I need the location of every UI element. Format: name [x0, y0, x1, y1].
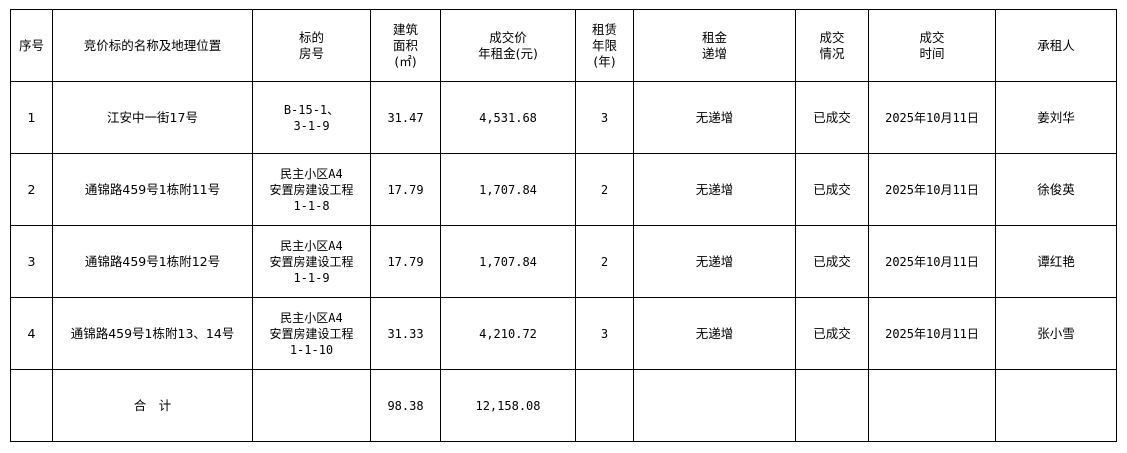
lease-results-table: 序号 竞价标的名称及地理位置 标的 房号 建筑 面积 (㎡) 成交价 年租金(元) 租赁 … [10, 9, 1117, 442]
table-cell: 通锦路459号1栋附11号 [52, 153, 253, 226]
column-header: 成交价 年租金(元) [440, 9, 576, 82]
table-cell: 民主小区A4 安置房建设工程 1-1-8 [252, 153, 371, 226]
table-cell: 17.79 [370, 153, 441, 226]
table-cell: 张小雪 [995, 297, 1117, 370]
table-cell: 民主小区A4 安置房建设工程 1-1-10 [252, 297, 371, 370]
table-row: 1 江安中一街17号 B-15-1、 3-1-9 31.47 4,531.68 3 无递增已… [10, 81, 1117, 154]
table-row: 3 通锦路459号1栋附12号 民主小区A4 安置房建设工程 1-1-9 17.79 1… [10, 225, 1117, 298]
column-header: 承租人 [995, 9, 1117, 82]
table-cell: 4 [10, 297, 53, 370]
column-header: 成交 时间 [868, 9, 996, 82]
table-cell: 姜刘华 [995, 81, 1117, 154]
total-area: 98.38 [370, 369, 441, 442]
empty-cell [633, 369, 796, 442]
table-cell: 无递增 [633, 225, 796, 298]
empty-cell [995, 369, 1117, 442]
table-cell: 已成交 [795, 153, 869, 226]
total-room-cell [252, 369, 371, 442]
total-rent: 12,158.08 [440, 369, 576, 442]
table-cell: 2 [575, 225, 634, 298]
table-cell: 江安中一街17号 [52, 81, 253, 154]
table-cell: 4,210.72 [440, 297, 576, 370]
table-cell: 1,707.84 [440, 225, 576, 298]
table-cell: 无递增 [633, 297, 796, 370]
empty-cell [795, 369, 869, 442]
table-cell: 4,531.68 [440, 81, 576, 154]
table-cell: 已成交 [795, 81, 869, 154]
table-row: 4 通锦路459号1栋附13、14号 民主小区A4 安置房建设工程 1-1-10 31… [10, 297, 1117, 370]
table-row: 2 通锦路459号1栋附11号 民主小区A4 安置房建设工程 1-1-8 17.79 1… [10, 153, 1117, 226]
table-cell: 17.79 [370, 225, 441, 298]
column-header: 标的 房号 [252, 9, 371, 82]
total-row: 合 计 98.38 12,158.08 [10, 369, 1117, 442]
total-index-cell [10, 369, 53, 442]
table-cell: 谭红艳 [995, 225, 1117, 298]
table-cell: 2025年10月11日 [868, 81, 996, 154]
table-cell: 2 [10, 153, 53, 226]
table-cell: 通锦路459号1栋附13、14号 [52, 297, 253, 370]
table-cell: 已成交 [795, 225, 869, 298]
table-cell: 3 [575, 81, 634, 154]
table-cell: 31.47 [370, 81, 441, 154]
column-header: 建筑 面积 (㎡) [370, 9, 441, 82]
table-cell: 31.33 [370, 297, 441, 370]
table-cell: 民主小区A4 安置房建设工程 1-1-9 [252, 225, 371, 298]
table-cell: 3 [575, 297, 634, 370]
empty-cell [575, 369, 634, 442]
table-cell: B-15-1、 3-1-9 [252, 81, 371, 154]
table-cell: 已成交 [795, 297, 869, 370]
column-header: 租金 递增 [633, 9, 796, 82]
table-cell: 1,707.84 [440, 153, 576, 226]
column-header: 成交 情况 [795, 9, 869, 82]
table-cell: 1 [10, 81, 53, 154]
table-cell: 无递增 [633, 81, 796, 154]
table-cell: 2025年10月11日 [868, 225, 996, 298]
table-cell: 2025年10月11日 [868, 297, 996, 370]
table-cell: 3 [10, 225, 53, 298]
empty-cell [868, 369, 996, 442]
table-cell: 2025年10月11日 [868, 153, 996, 226]
table-cell: 无递增 [633, 153, 796, 226]
table-cell: 2 [575, 153, 634, 226]
table-cell: 通锦路459号1栋附12号 [52, 225, 253, 298]
column-header: 租赁 年限 (年) [575, 9, 634, 82]
table-cell: 徐俊英 [995, 153, 1117, 226]
total-label: 合 计 [52, 369, 253, 442]
column-header: 序号 [10, 9, 53, 82]
column-header: 竞价标的名称及地理位置 [52, 9, 253, 82]
header-row: 序号 竞价标的名称及地理位置 标的 房号 建筑 面积 (㎡) 成交价 年租金(元) 租赁 … [10, 9, 1117, 82]
